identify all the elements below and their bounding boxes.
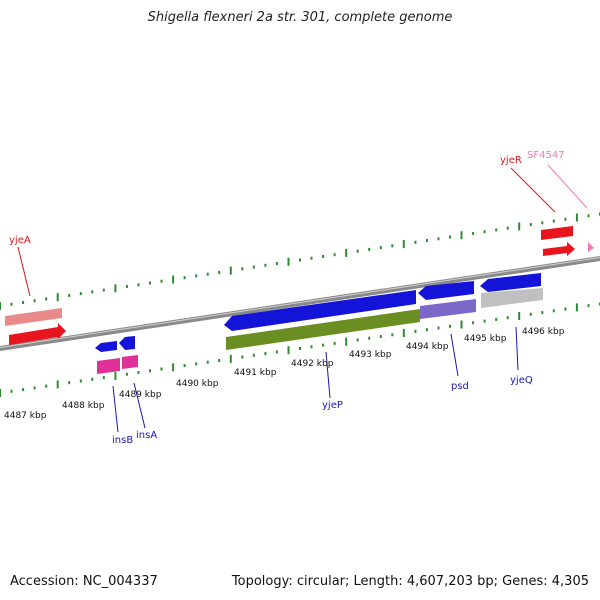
kbp-label: 4491 kbp: [234, 368, 277, 378]
kbp-label: 4496 kbp: [522, 327, 565, 337]
reverse-tick-track: [0, 302, 600, 397]
leader-psd: [450, 333, 459, 377]
cds-yjeQ-arrow[interactable]: [480, 273, 541, 292]
misc-psd-bar[interactable]: [420, 299, 476, 319]
gene-label-insA[interactable]: insA: [136, 430, 157, 441]
label-leader-lines: [17, 164, 588, 433]
feature-track: [5, 226, 594, 374]
leader-yjeQ: [515, 326, 519, 371]
gene-label-yjeR[interactable]: yjeR: [500, 155, 522, 166]
leader-insA: [133, 382, 146, 429]
gene-label-yjeQ[interactable]: yjeQ: [510, 375, 533, 386]
cds-yjeA-arrow[interactable]: [9, 323, 66, 345]
forward-tick-track: [0, 212, 600, 310]
gene-labels: yjeA yjeR SF4547 insB insA yjeP psd yjeQ: [9, 150, 565, 446]
gene-insB-bar[interactable]: [97, 358, 120, 374]
gene-yjeR-bar[interactable]: [541, 226, 573, 240]
gene-insA-bar[interactable]: [122, 355, 138, 369]
genome-backbone: [0, 255, 600, 352]
kbp-label: 4493 kbp: [349, 350, 392, 360]
leader-yjeA: [17, 246, 31, 297]
gene-label-insB[interactable]: insB: [112, 435, 133, 446]
leader-yjeR: [510, 167, 556, 213]
kbp-label: 4490 kbp: [176, 379, 219, 389]
kbp-label: 4492 kbp: [291, 359, 334, 369]
kbp-label: 4487 kbp: [4, 411, 47, 421]
map-title: Shigella flexneri 2a str. 301, complete …: [147, 10, 453, 25]
kbp-label: 4489 kbp: [119, 390, 162, 400]
gene-label-SF4547[interactable]: SF4547: [527, 150, 565, 161]
genome-summary-text: Topology: circular; Length: 4,607,203 bp…: [231, 574, 589, 589]
kbp-scale-labels: 4487 kbp 4488 kbp 4489 kbp 4490 kbp 4491…: [4, 327, 565, 421]
cds-yjeP-arrow[interactable]: [224, 290, 416, 331]
leader-insB: [112, 385, 119, 433]
cds-insA-arrow[interactable]: [119, 336, 135, 350]
accession-text: Accession: NC_004337: [10, 574, 158, 589]
leader-yjeP: [325, 351, 331, 399]
rna-yjeP-bar[interactable]: [226, 309, 420, 350]
gene-yjeA-bar[interactable]: [5, 308, 62, 326]
kbp-label: 4495 kbp: [464, 334, 507, 344]
gene-label-yjeP[interactable]: yjeP: [322, 400, 343, 411]
cds-insB-arrow[interactable]: [95, 341, 117, 352]
misc-yjeQ-bar[interactable]: [481, 288, 543, 308]
gene-label-yjeA[interactable]: yjeA: [9, 235, 31, 246]
pseudo-SF4547-marker[interactable]: [588, 242, 594, 252]
cds-yjeR-arrow[interactable]: [543, 242, 575, 256]
cds-psd-arrow[interactable]: [418, 281, 474, 300]
kbp-label: 4494 kbp: [406, 342, 449, 352]
gene-label-psd[interactable]: psd: [451, 381, 469, 392]
kbp-label: 4488 kbp: [62, 401, 105, 411]
leader-SF4547: [547, 164, 588, 209]
